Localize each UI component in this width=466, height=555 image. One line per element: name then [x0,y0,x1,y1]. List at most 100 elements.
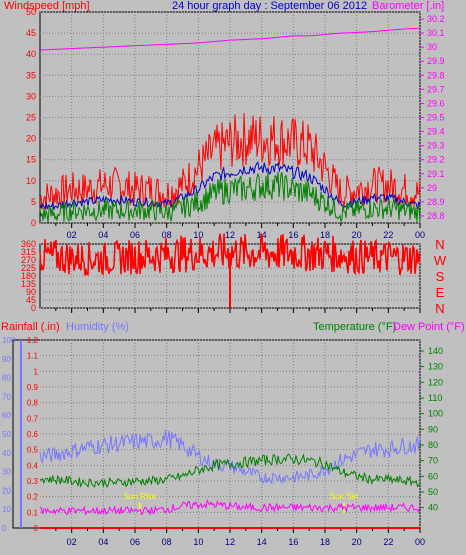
compass-label: W [434,253,447,268]
series-dewpoint [39,499,421,516]
wind-y-tick-label: 40 [26,49,36,59]
rain-y-tick-label: 0 [34,524,39,533]
x-tick-label: 02 [67,537,77,547]
humidity-y-tick-label: 90 [2,355,11,364]
x-tick-label: 06 [130,230,140,240]
rain-y-tick-label: 0.3 [27,477,39,486]
x-tick-label: 00 [415,230,425,240]
x-tick-label: 00 [415,537,425,547]
humidity-y-tick-label: 40 [2,449,11,458]
baro-y-tick-label: 28.9 [427,197,445,207]
x-tick-label: 18 [320,230,330,240]
series-wind-minimum [39,171,421,224]
wind-y-tick-label: 5 [31,197,36,207]
sun-event-label: Sun Rise [124,492,157,501]
dewpoint-ylabel: Dew Point (°F) [393,321,465,333]
wind-y-tick-label: 15 [26,155,36,165]
baro-y-tick-label: 29.1 [427,169,445,179]
x-tick-label: 16 [288,230,298,240]
direction-y-tick-label: 225 [21,263,36,273]
compass-label: E [436,285,445,300]
x-tick-label: 12 [225,537,235,547]
rain-y-tick-label: 0.4 [27,461,39,470]
baro-y-tick-label: 30.1 [427,28,445,38]
rain-y-tick-label: 1.1 [27,352,39,361]
rain-y-tick-label: 0.5 [27,446,39,455]
baro-y-tick-label: 29.7 [427,84,445,94]
x-tick-label: 14 [257,537,267,547]
x-tick-label: 16 [288,537,298,547]
baro-y-tick-label: 29.2 [427,155,445,165]
compass-label: N [435,301,444,316]
temp-y-tick-label: 110 [428,393,442,403]
humidity-y-tick-label: 30 [2,468,11,477]
direction-y-tick-label: 45 [26,295,36,305]
baro-y-tick-label: 29.8 [427,70,445,80]
series-wind-gust [39,113,421,210]
x-tick-label: 02 [67,230,77,240]
x-tick-label: 10 [193,537,203,547]
humidity-y-tick-label: 60 [2,411,11,420]
direction-y-tick-label: 135 [21,279,36,289]
temp-y-tick-label: 70 [428,456,438,466]
temperature-ylabel: Temperature (°F) [313,321,396,333]
wind-panel-series [39,27,421,224]
humidity-y-tick-label: 100 [2,336,16,345]
x-tick-label: 06 [130,537,140,547]
direction-y-tick-label: 360 [21,239,36,249]
rain-y-tick-label: 0.8 [27,399,39,408]
series-humidity [39,429,421,485]
humidity-y-tick-label: 0 [2,524,7,533]
wind-y-tick-label: 45 [26,28,36,38]
temp-y-tick-label: 60 [428,471,438,481]
x-tick-label: 12 [225,230,235,240]
compass-label: N [435,237,444,252]
wind-y-tick-label: 20 [26,134,36,144]
temp-y-tick-label: 130 [428,362,443,372]
climate-panel-axes: 0 0.1 0.2 0.3 0.4 0.5 0.6 0.7 0.8 0.9 1 1.1 1.2 0 10 20… [2,336,443,547]
humidity-y-tick-label: 10 [2,505,11,514]
direction-y-tick-label: 270 [21,255,36,265]
direction-panel-series [39,233,421,308]
wind-panel-axes: 0 5 10 15 20 25 30 35 40 45 50 28.8 28.9 29 29.1 29.2 29… [26,7,445,240]
baro-y-tick-label: 30 [427,42,437,52]
direction-y-tick-label: 0 [31,303,36,313]
x-tick-label: 22 [383,537,393,547]
x-tick-label: 20 [352,537,362,547]
baro-y-tick-label: 29.3 [427,141,445,151]
x-tick-label: 20 [352,230,362,240]
humidity-y-tick-label: 80 [2,374,11,383]
baro-y-tick-label: 29.6 [427,98,445,108]
rain-y-tick-label: 1.2 [27,336,39,345]
series-barometer [39,27,421,51]
x-tick-label: 10 [193,230,203,240]
wind-y-tick-label: 30 [26,91,36,101]
wind-y-tick-label: 35 [26,70,36,80]
x-tick-label: 08 [162,230,172,240]
x-tick-label: 04 [98,537,108,547]
temp-y-tick-label: 50 [428,487,438,497]
wind-y-tick-label: 10 [26,176,36,186]
humidity-y-tick-label: 50 [2,430,11,439]
direction-y-tick-label: 90 [26,287,36,297]
humidity-y-tick-label: 70 [2,392,11,401]
rain-y-tick-label: 0.7 [27,414,39,423]
temp-y-tick-label: 120 [428,377,443,387]
baro-y-tick-label: 29.5 [427,113,445,123]
temp-y-tick-label: 40 [428,503,438,513]
rain-y-tick-label: 1 [34,367,39,376]
direction-y-tick-label: 180 [21,271,36,281]
direction-y-tick-label: 315 [21,247,36,257]
wind-y-tick-label: 25 [26,113,36,123]
climate-panel-grid [40,339,421,529]
temp-y-tick-label: 90 [428,424,438,434]
x-tick-label: 08 [162,537,172,547]
baro-y-tick-label: 29.4 [427,127,445,137]
baro-y-tick-label: 28.8 [427,211,445,221]
rain-y-tick-label: 0.2 [27,493,39,502]
x-tick-label: 04 [98,230,108,240]
sun-event-label: Sun Set [330,492,359,501]
x-tick-label: 22 [383,230,393,240]
temp-y-tick-label: 140 [428,346,443,356]
